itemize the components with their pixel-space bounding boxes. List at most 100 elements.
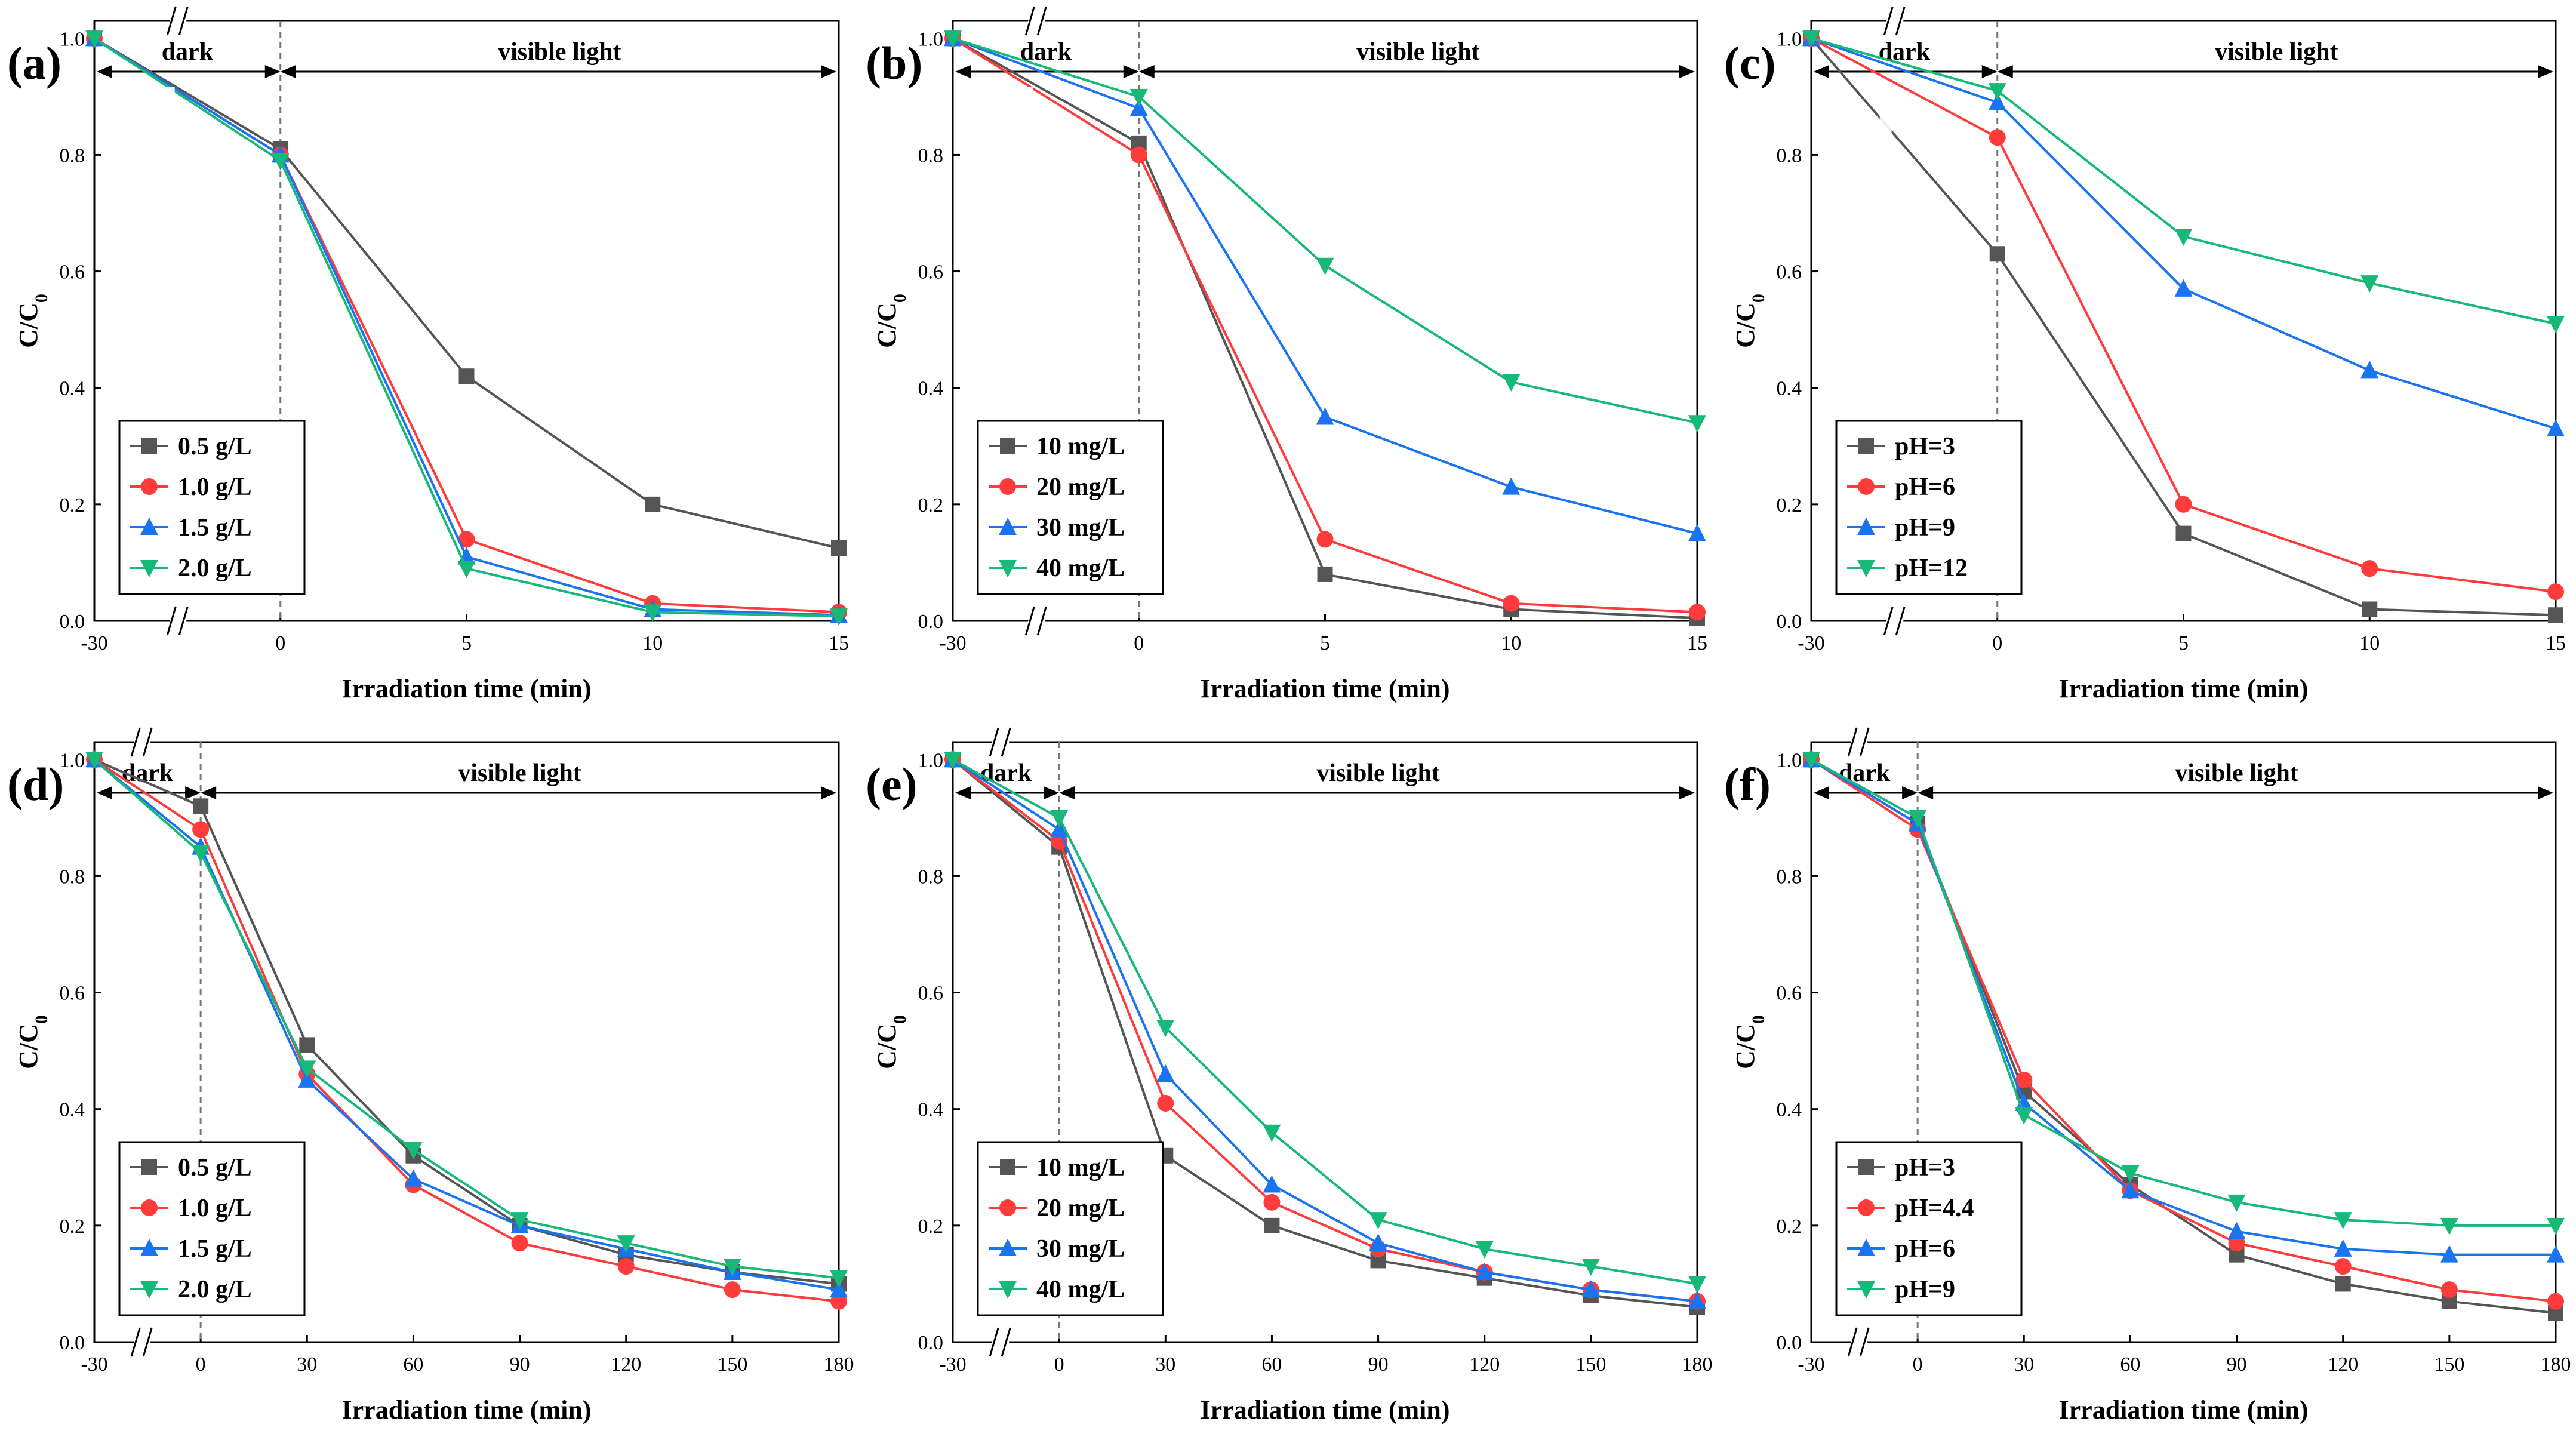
data-point bbox=[1581, 1259, 1600, 1276]
legend-marker bbox=[140, 1281, 158, 1299]
y-tick-label: 0.0 bbox=[918, 1332, 944, 1354]
data-point bbox=[1581, 1280, 1600, 1298]
plot-frame bbox=[952, 741, 1698, 1343]
series-3 bbox=[1802, 29, 2565, 437]
legend-marker bbox=[1000, 438, 1015, 454]
x-tick-label: 60 bbox=[1261, 1353, 1282, 1376]
x-tick-label: 120 bbox=[2328, 1353, 2358, 1376]
arrow-head-left bbox=[1918, 786, 1934, 799]
legend-marker bbox=[999, 518, 1017, 535]
series-line bbox=[952, 758, 1698, 1309]
legend-label: 10 mg/L bbox=[1036, 433, 1125, 460]
legend-label: 1.5 g/L bbox=[178, 514, 252, 541]
legend-item: 0.5 g/L bbox=[130, 1154, 252, 1182]
legend-label: 20 mg/L bbox=[1036, 473, 1125, 501]
legend-item: 0.5 g/L bbox=[130, 433, 252, 460]
legend: pH=3 pH=6 pH=9 pH=12 bbox=[1835, 420, 2023, 595]
legend-label: pH=3 bbox=[1895, 1154, 1955, 1182]
data-point bbox=[944, 30, 962, 48]
data-point bbox=[1802, 30, 1820, 48]
legend-marker bbox=[1858, 478, 1875, 495]
y-tick-label: 0.0 bbox=[1777, 1332, 1802, 1354]
axis-break-stroke bbox=[1024, 6, 1035, 36]
data-point bbox=[193, 798, 209, 814]
legend-marker bbox=[1000, 1159, 1015, 1175]
legend-item: pH=12 bbox=[1847, 555, 1968, 582]
data-point bbox=[2015, 1093, 2033, 1111]
legend-label: pH=9 bbox=[1895, 514, 1955, 541]
data-point bbox=[2174, 229, 2193, 247]
series-line bbox=[952, 37, 1698, 424]
legend: 10 mg/L 20 mg/L 30 mg/L 40 mg/L bbox=[977, 420, 1164, 595]
y-tick-label: 0.2 bbox=[918, 1216, 944, 1238]
x-tick-label: -30 bbox=[1798, 1353, 1824, 1376]
legend: 10 mg/L 20 mg/L 30 mg/L 40 mg/L bbox=[977, 1141, 1164, 1316]
legend-item: 30 mg/L bbox=[989, 1235, 1125, 1263]
y-tick-label: 0.2 bbox=[60, 1216, 85, 1238]
light-region-label: visible light bbox=[1316, 759, 1440, 787]
data-point bbox=[831, 540, 847, 556]
y-tick-label: 0.4 bbox=[1777, 1099, 1802, 1121]
x-tick-label: 90 bbox=[510, 1353, 530, 1376]
data-point bbox=[2548, 607, 2563, 623]
legend-label: pH=3 bbox=[1895, 433, 1955, 460]
arrow-head-left bbox=[955, 786, 971, 799]
y-axis-title-main: C/C bbox=[1731, 1024, 1760, 1069]
data-point bbox=[2547, 1245, 2565, 1263]
y-tick-label: 1.0 bbox=[918, 28, 944, 50]
x-tick-label: 10 bbox=[642, 632, 663, 654]
chart-panel-d: 0.0 0.2 0.4 0.6 0.8 1.0 -30 0 30 60 90 120 150 180 Irr… bbox=[7, 727, 854, 1424]
data-point bbox=[1475, 1241, 1494, 1259]
data-point bbox=[1130, 146, 1147, 164]
x-tick-label: 60 bbox=[2120, 1353, 2140, 1376]
arrow-head-left bbox=[97, 786, 112, 799]
x-axis-title: Irradiation time (min) bbox=[2059, 1395, 2309, 1424]
arrow-head-left bbox=[1059, 786, 1075, 799]
light-region-arrow bbox=[280, 65, 836, 78]
plot-frame bbox=[93, 741, 840, 1343]
x-tick-label: 0 bbox=[1992, 632, 2002, 654]
axis-break-stroke bbox=[166, 6, 177, 36]
data-point bbox=[830, 608, 848, 626]
arrow-head-right bbox=[185, 786, 201, 799]
legend-marker bbox=[999, 560, 1017, 577]
x-tick-label: 90 bbox=[2227, 1353, 2247, 1376]
data-point bbox=[1689, 604, 1706, 621]
y-axis-title: C/C0 bbox=[1731, 294, 1768, 348]
data-point bbox=[644, 604, 662, 622]
axis-break-stroke bbox=[1859, 727, 1870, 757]
legend-item: 1.0 g/L bbox=[130, 473, 252, 501]
x-tick-label: 120 bbox=[611, 1353, 641, 1376]
light-region-label: visible light bbox=[1356, 38, 1480, 66]
x-tick-label: -30 bbox=[939, 1353, 966, 1376]
y-tick-label: 1.0 bbox=[1777, 28, 1802, 50]
axis-break-stroke bbox=[1036, 606, 1047, 636]
data-point bbox=[2440, 1217, 2458, 1235]
light-region-arrow bbox=[201, 786, 836, 799]
y-tick-label: 0.6 bbox=[918, 261, 944, 284]
legend: 0.5 g/L 1.0 g/L 1.5 g/L 2.0 g/L bbox=[118, 420, 306, 595]
data-point bbox=[2121, 1181, 2140, 1199]
y-tick-label: 0.4 bbox=[918, 378, 944, 400]
top-axis-break bbox=[1024, 6, 1047, 36]
x-tick-label: 5 bbox=[1320, 632, 1330, 654]
legend-item: 1.5 g/L bbox=[130, 1235, 252, 1263]
data-point bbox=[1316, 257, 1334, 275]
data-point bbox=[2015, 1107, 2033, 1125]
legend-item: pH=3 bbox=[1847, 433, 1955, 460]
legend-label: pH=6 bbox=[1895, 1235, 1955, 1263]
light-region-label: visible light bbox=[498, 38, 621, 66]
arrow-head-left bbox=[1997, 65, 2013, 78]
legend-label: 2.0 g/L bbox=[178, 1276, 252, 1303]
data-point bbox=[192, 821, 210, 838]
data-point bbox=[1502, 374, 1521, 392]
axis-break-stroke bbox=[142, 727, 153, 757]
data-point bbox=[724, 1281, 741, 1299]
data-point bbox=[1369, 1233, 1387, 1251]
data-point bbox=[271, 153, 290, 171]
data-point bbox=[2440, 1245, 2458, 1263]
series-4 bbox=[944, 752, 1706, 1294]
data-point bbox=[1909, 810, 1927, 827]
arrow-head-right bbox=[264, 65, 281, 78]
